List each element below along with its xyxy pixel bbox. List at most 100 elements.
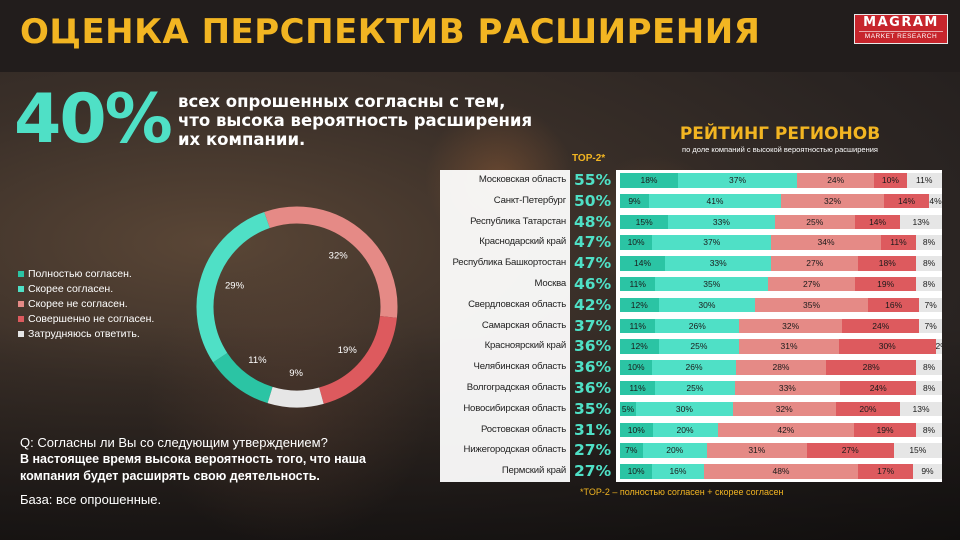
bar-segment: 16%	[867, 297, 920, 313]
bar-segment: 35%	[755, 297, 868, 313]
magram-logo: MAGRAM MARKET RESEARCH	[854, 14, 948, 44]
footnote: *TOP-2 – полностью согласен + скорее сог…	[580, 487, 784, 497]
bar-segment: 11%	[880, 235, 917, 250]
legend-item: Полностью согласен.	[18, 266, 154, 281]
bar-segment: 8%	[916, 235, 942, 250]
question-statement: В настоящее время высока вероятность тог…	[20, 452, 367, 483]
bar-segment: 20%	[652, 422, 718, 438]
logo-subtitle: MARKET RESEARCH	[859, 31, 943, 41]
donut-label: 29%	[225, 281, 245, 292]
bar-segment: 15%	[893, 443, 942, 458]
top2-value: 47%	[574, 254, 612, 273]
page-title: ОЦЕНКА ПЕРСПЕКТИВ РАСШИРЕНИЯ	[20, 12, 761, 52]
bar-segment: 9%	[620, 193, 649, 209]
stacked-bar: 12% 30% 35% 16% 7%	[620, 297, 942, 313]
legend-swatch	[18, 330, 24, 337]
rating-title: РЕЙТИНГ РЕГИОНОВ	[679, 124, 881, 144]
bar-segment: 34%	[771, 235, 881, 250]
question-text: Q: Согласны ли Вы со следующим утвержден…	[20, 435, 328, 450]
stacked-bar: 10% 37% 34% 11% 8%	[620, 235, 942, 250]
bar-segment: 11%	[620, 318, 656, 334]
legend-label: Затрудняюсь ответить.	[28, 327, 140, 340]
bar-segment: 26%	[652, 360, 736, 375]
bar-segment: 16%	[652, 464, 704, 479]
bar-segment: 42%	[717, 422, 855, 438]
bar-segment: 8%	[916, 380, 942, 396]
bar-segment: 12%	[620, 297, 659, 313]
top2-value: 36%	[574, 358, 612, 377]
donut-slice	[264, 206, 398, 318]
bar-segment: 27%	[768, 276, 856, 292]
top2-value: 55%	[574, 171, 612, 189]
stacked-bar: 15% 33% 25% 14% 13%	[620, 214, 942, 230]
bar-segment: 18%	[620, 173, 678, 188]
donut-slice	[267, 386, 324, 408]
region-label: Нижегородская область	[463, 444, 567, 456]
bar-segment: 13%	[900, 401, 942, 417]
title-bar: ОЦЕНКА ПЕРСПЕКТИВ РАСШИРЕНИЯ MAGRAM MARK…	[0, 0, 960, 72]
bar-segment: 8%	[915, 422, 942, 438]
bar-segment: 30%	[658, 297, 756, 313]
bar-segment: 11%	[620, 276, 656, 292]
bar-segment: 20%	[642, 443, 707, 458]
top2-value: 42%	[574, 295, 612, 314]
top2-value: 47%	[574, 233, 612, 252]
top2-value: 35%	[574, 399, 612, 418]
top2-value: 36%	[574, 378, 612, 397]
bar-segment: 27%	[771, 256, 859, 271]
legend-item: Скорее согласен.	[18, 281, 154, 296]
bar-segment: 30%	[636, 401, 733, 417]
question-block: Q: Согласны ли Вы со следующим утвержден…	[20, 434, 400, 508]
stacked-bar: 7% 20% 31% 27% 15%	[620, 443, 942, 458]
bar-segment: 25%	[655, 380, 735, 396]
legend-label: Совершенно не согласен.	[28, 312, 155, 325]
bar-segment: 25%	[774, 214, 856, 230]
bar-segment: 13%	[900, 214, 942, 230]
bar-segment: 19%	[855, 276, 917, 292]
stacked-bar: 11% 26% 32% 24% 7%	[620, 318, 942, 334]
donut-slice	[213, 352, 273, 404]
stacked-bar: 5% 30% 32% 20% 13%	[620, 401, 942, 417]
donut-slice	[318, 315, 397, 404]
bar-segment: 18%	[858, 256, 917, 271]
bar-segment: 14%	[620, 256, 666, 271]
bar-segment: 37%	[677, 173, 798, 188]
top2-value: 50%	[574, 191, 612, 210]
bar-segment: 32%	[739, 318, 843, 334]
bar-segment: 15%	[620, 214, 669, 230]
bar-segment: 7%	[919, 318, 942, 334]
bar-segment: 14%	[884, 193, 930, 209]
bar-segment: 28%	[826, 360, 917, 375]
top2-value: 36%	[574, 337, 612, 356]
bar-segment: 10%	[620, 422, 653, 438]
stacked-bar: 10% 20% 42% 19% 8%	[620, 422, 942, 438]
bar-segment: 10%	[874, 173, 907, 188]
stacked-bar: 12%25%31%30%2%	[620, 339, 942, 354]
region-label-panel	[440, 170, 570, 482]
legend-label: Скорее не согласен.	[28, 297, 128, 310]
top2-value: 37%	[574, 316, 612, 335]
bar-segment: 8%	[916, 256, 942, 271]
donut-label: 11%	[248, 355, 267, 366]
region-label: Ростовская область	[480, 423, 566, 435]
region-label: Москва	[534, 277, 566, 289]
bar-segment: 10%	[620, 464, 653, 479]
legend-item: Совершенно не согласен.	[18, 311, 154, 326]
stacked-bar: 9% 41% 32% 14% 4%	[620, 193, 942, 209]
bar-segment: 37%	[652, 235, 772, 250]
bar-segment: 19%	[854, 422, 916, 438]
top2-value: 48%	[574, 212, 612, 231]
top2-value: 31%	[574, 420, 612, 439]
bar-segment: 2%	[935, 339, 942, 354]
stacked-bar: 18% 37% 24% 10% 11%	[620, 173, 942, 188]
bar-segment: 25%	[658, 339, 740, 354]
region-label: Краснодарский край	[479, 236, 566, 248]
region-label: Свердловская область	[468, 298, 566, 310]
bar-segment: 10%	[620, 360, 653, 375]
bar-segment: 9%	[912, 464, 942, 479]
bar-segment: 7%	[919, 297, 942, 313]
bar-segment: 24%	[839, 380, 917, 396]
bar-segment: 32%	[732, 401, 836, 417]
bar-segment: 24%	[797, 173, 875, 188]
legend-item: Скорее не согласен.	[18, 296, 154, 311]
